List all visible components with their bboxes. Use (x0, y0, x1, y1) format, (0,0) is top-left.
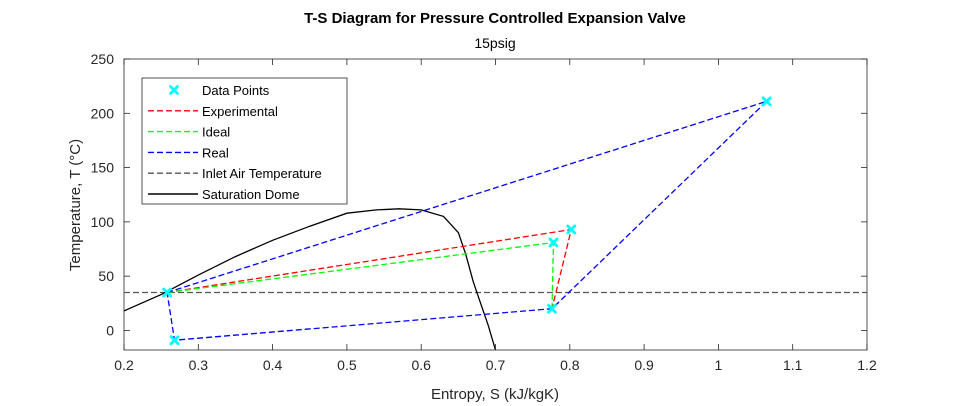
series-line-saturation-dome (124, 208, 497, 350)
legend-label: Experimental (202, 104, 278, 119)
data-point-marker (566, 224, 577, 235)
x-tick-label: 0.3 (189, 357, 209, 373)
legend-item-experimental: Experimental (148, 104, 278, 119)
data-point-marker (169, 335, 180, 346)
x-tick-label: 1.1 (783, 357, 803, 373)
x-tick-label: 0.6 (411, 357, 431, 373)
x-tick-label: 1.2 (857, 357, 877, 373)
legend-label: Inlet Air Temperature (202, 166, 322, 181)
data-point-marker (761, 96, 772, 107)
x-tick-label: 0.2 (114, 357, 134, 373)
legend-label: Real (202, 145, 229, 160)
x-tick-label: 0.5 (337, 357, 357, 373)
legend-label: Saturation Dome (202, 187, 300, 202)
legend-item-ideal: Ideal (148, 125, 230, 140)
legend-item-real: Real (148, 145, 229, 160)
axis-ticks: 0.2 0.3 0.4 0.5 0.6 0.7 0.8 0.9 1 1.1 1.2 0 50 100 150… (91, 51, 877, 373)
x-tick-label: 0.4 (263, 357, 283, 373)
legend-label: Ideal (202, 125, 230, 140)
data-point-marker (547, 303, 557, 314)
y-tick-label: 200 (91, 105, 115, 121)
x-tick-label: 0.7 (486, 357, 506, 373)
series-layer (124, 96, 867, 350)
x-tick-label: 0.8 (560, 357, 580, 373)
legend-item-saturation-dome: Saturation Dome (148, 187, 300, 202)
legend-swatch-marker (169, 85, 179, 95)
y-tick-label: 150 (91, 160, 115, 176)
x-axis-label: Entropy, S (kJ/kgK) (431, 386, 559, 403)
legend-label: Data Points (202, 83, 270, 98)
data-point-marker (162, 287, 172, 298)
chart-subtitle: 15psig (474, 35, 515, 51)
legend-item-data-points: Data Points (169, 83, 270, 98)
legend: Data Points Experimental Ideal Real Inlet Ai… (141, 77, 348, 205)
y-tick-label: 100 (91, 214, 115, 230)
y-axis-label: Temperature, T (°C) (67, 139, 84, 271)
x-tick-label: 0.9 (634, 357, 654, 373)
x-tick-label: 1 (715, 357, 723, 373)
y-tick-label: 0 (106, 322, 114, 338)
legend-item-inlet-air-temperature: Inlet Air Temperature (148, 166, 322, 181)
data-point-marker (548, 237, 559, 248)
y-tick-label: 50 (98, 268, 114, 284)
chart-title: T-S Diagram for Pressure Controlled Expa… (304, 10, 686, 27)
legend-box (141, 77, 348, 205)
y-tick-label: 250 (91, 51, 115, 67)
